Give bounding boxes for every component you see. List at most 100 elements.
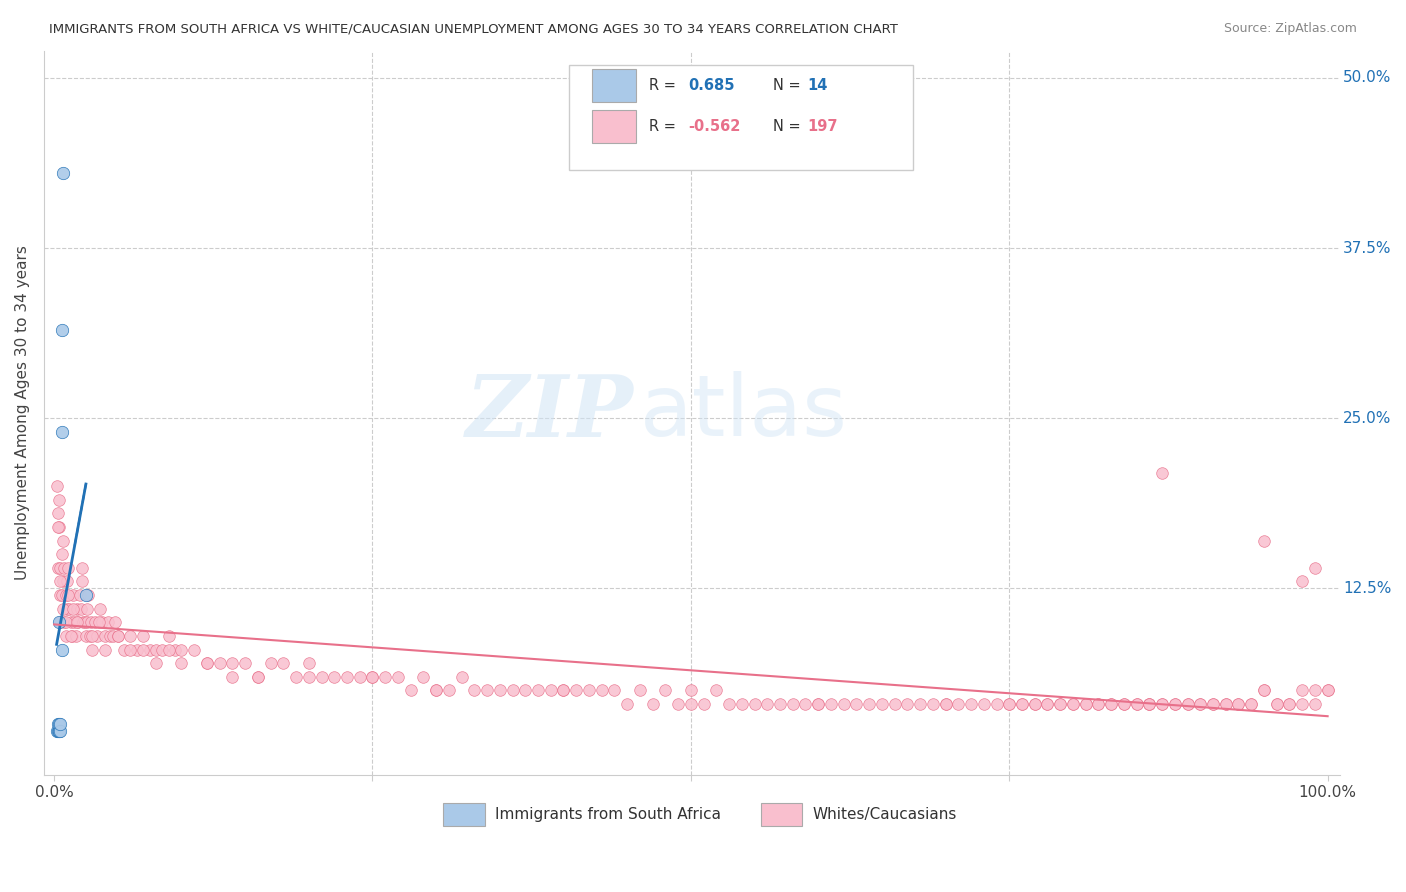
Point	[1215, 697, 1237, 711]
Text: R =: R =	[650, 120, 676, 134]
Point	[51, 588, 73, 602]
Point	[1215, 697, 1237, 711]
Point	[46, 561, 69, 575]
Point	[807, 697, 830, 711]
Point	[463, 683, 485, 698]
Point	[1291, 683, 1313, 698]
Point	[98, 629, 121, 643]
Point	[1049, 697, 1071, 711]
Point	[56, 561, 79, 575]
Point	[578, 683, 600, 698]
Point	[1291, 574, 1313, 589]
Point	[56, 588, 79, 602]
Point	[311, 670, 333, 684]
Text: 197: 197	[807, 120, 838, 134]
Point	[1036, 697, 1059, 711]
Point	[998, 697, 1021, 711]
Point	[150, 642, 173, 657]
Point	[1099, 697, 1122, 711]
Point	[49, 717, 72, 731]
Text: N =: N =	[772, 120, 800, 134]
Point	[1036, 697, 1059, 711]
Point	[591, 683, 613, 698]
Point	[1152, 466, 1174, 480]
Point	[208, 656, 231, 670]
Point	[46, 717, 69, 731]
Point	[666, 697, 689, 711]
Point	[361, 670, 384, 684]
Point	[67, 615, 90, 630]
Point	[62, 588, 84, 602]
Point	[76, 601, 98, 615]
Point	[1011, 697, 1033, 711]
Text: N =: N =	[772, 78, 800, 93]
Point	[704, 683, 727, 698]
Point	[1074, 697, 1097, 711]
Point	[56, 574, 79, 589]
Point	[553, 683, 575, 698]
Point	[1202, 697, 1225, 711]
Point	[692, 697, 714, 711]
Point	[782, 697, 804, 711]
Point	[502, 683, 524, 698]
Point	[55, 588, 77, 602]
Point	[1011, 697, 1033, 711]
Point	[412, 670, 434, 684]
Point	[183, 642, 205, 657]
Point	[52, 166, 75, 180]
Point	[1177, 697, 1199, 711]
Point	[718, 697, 741, 711]
Text: 37.5%: 37.5%	[1343, 241, 1392, 255]
Point	[349, 670, 371, 684]
Point	[45, 724, 67, 739]
Point	[86, 629, 108, 643]
Point	[132, 629, 155, 643]
Point	[1099, 697, 1122, 711]
Point	[935, 697, 957, 711]
Point	[336, 670, 359, 684]
Point	[70, 574, 93, 589]
Point	[48, 724, 70, 739]
Point	[82, 629, 104, 643]
Point	[101, 629, 124, 643]
Point	[1137, 697, 1160, 711]
Point	[94, 642, 117, 657]
Point	[52, 574, 75, 589]
Point	[298, 670, 321, 684]
Point	[195, 656, 218, 670]
Text: Immigrants from South Africa: Immigrants from South Africa	[495, 807, 721, 822]
Point	[1112, 697, 1135, 711]
Point	[48, 520, 70, 534]
Point	[125, 642, 148, 657]
Point	[1240, 697, 1263, 711]
Point	[104, 615, 127, 630]
Point	[59, 615, 82, 630]
Point	[399, 683, 422, 698]
Text: Whites/Caucasians: Whites/Caucasians	[813, 807, 957, 822]
Point	[51, 323, 73, 337]
Point	[654, 683, 676, 698]
Point	[960, 697, 983, 711]
Text: -0.562: -0.562	[688, 120, 741, 134]
Point	[73, 615, 96, 630]
Point	[70, 561, 93, 575]
Point	[77, 588, 100, 602]
Point	[553, 683, 575, 698]
Point	[69, 588, 91, 602]
Text: 14: 14	[807, 78, 828, 93]
Point	[107, 629, 129, 643]
Point	[59, 629, 82, 643]
Point	[425, 683, 447, 698]
Point	[1303, 683, 1326, 698]
Point	[79, 629, 101, 643]
Point	[387, 670, 409, 684]
Point	[998, 697, 1021, 711]
Point	[55, 629, 77, 643]
Point	[908, 697, 931, 711]
Point	[1240, 697, 1263, 711]
Text: 12.5%: 12.5%	[1343, 581, 1392, 596]
Text: Source: ZipAtlas.com: Source: ZipAtlas.com	[1223, 22, 1357, 36]
Point	[298, 656, 321, 670]
FancyBboxPatch shape	[592, 69, 637, 102]
Point	[83, 615, 105, 630]
